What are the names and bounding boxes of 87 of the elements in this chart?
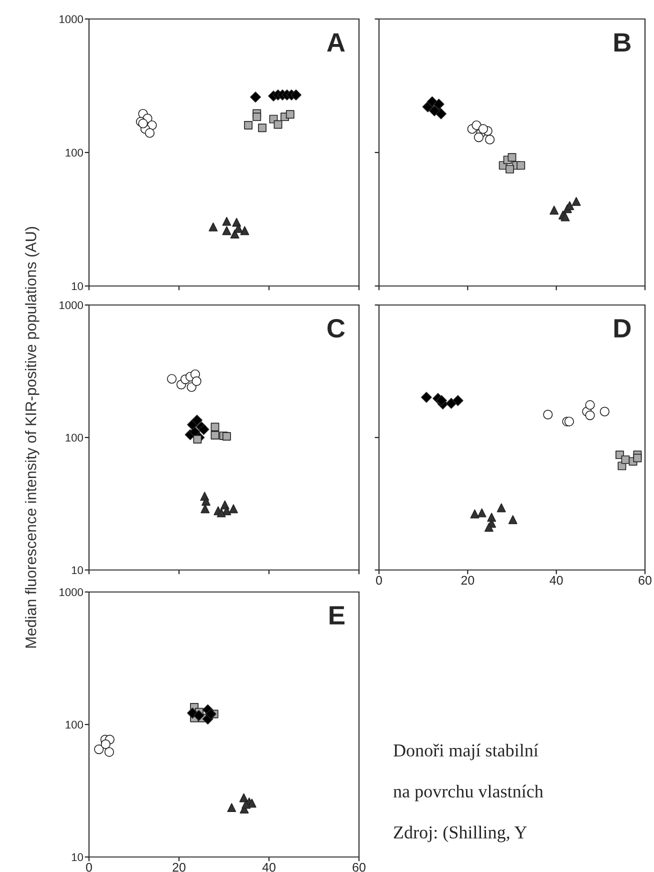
point: [166, 374, 177, 384]
point: [210, 422, 220, 432]
text: Donoři mají stabilní: [394, 744, 538, 760]
point: [104, 747, 114, 757]
point: [274, 120, 282, 129]
point: [421, 392, 432, 403]
point: [506, 164, 514, 174]
point: [216, 508, 226, 518]
point: [144, 128, 155, 138]
y-axis-title: Median fluorescence intensity of KIR-positive populations (AU): [25, 226, 40, 648]
point: [508, 153, 516, 162]
point: [100, 739, 110, 750]
point: [192, 414, 202, 426]
x-tick-label: 60: [638, 576, 652, 585]
point: [478, 124, 488, 134]
point: [484, 522, 494, 532]
y-tick-label: 10: [72, 566, 84, 574]
x-tick-label: 20: [172, 862, 186, 872]
point: [446, 398, 457, 409]
point: [436, 395, 447, 406]
point: [230, 230, 240, 239]
point: [508, 515, 518, 524]
point: [210, 431, 220, 440]
x-tick-label: 0: [86, 862, 92, 872]
chart-title: E: [330, 606, 344, 624]
point: [228, 504, 238, 514]
point: [286, 110, 294, 119]
point: [565, 201, 574, 210]
chart-title: A: [327, 33, 345, 52]
y-tick-label: 1000: [60, 15, 84, 24]
x-tick-label: 40: [550, 576, 563, 585]
point: [633, 454, 642, 462]
point: [242, 800, 251, 809]
point: [192, 376, 202, 386]
y-tick-label: 100: [66, 720, 84, 729]
x-tick-label: 60: [352, 862, 366, 872]
point: [543, 410, 553, 420]
point: [600, 406, 610, 416]
point: [258, 124, 266, 132]
point: [222, 216, 232, 226]
point: [477, 508, 486, 518]
chart-title: B: [614, 33, 630, 52]
point: [240, 226, 250, 236]
point: [227, 803, 236, 812]
point: [585, 400, 595, 410]
point: [585, 410, 595, 420]
point: [470, 509, 480, 518]
text: Zdroj: (Shilling, Y: [394, 826, 527, 842]
point: [94, 744, 104, 754]
x-tick-label: 20: [461, 576, 474, 585]
point: [290, 89, 302, 100]
point: [193, 435, 202, 444]
point: [485, 134, 495, 144]
point: [222, 432, 231, 441]
point: [202, 496, 210, 506]
point: [252, 112, 262, 122]
point: [138, 118, 148, 128]
point: [572, 196, 581, 206]
point: [200, 504, 210, 514]
y-tick-label: 100: [66, 434, 84, 442]
point: [208, 222, 218, 232]
point: [516, 161, 526, 170]
y-tick-label: 10: [72, 853, 84, 862]
point: [198, 424, 210, 435]
point: [193, 710, 204, 721]
point: [433, 98, 444, 110]
point: [550, 206, 559, 215]
point: [560, 212, 570, 222]
x-tick-label: 40: [262, 862, 276, 872]
point: [244, 121, 253, 130]
chart-title: D: [614, 319, 631, 338]
point: [452, 395, 464, 406]
y-tick-label: 1000: [60, 301, 84, 310]
point: [428, 105, 440, 116]
chart-title: C: [328, 318, 345, 338]
point: [222, 226, 232, 236]
text: na povrchu vlastních: [393, 784, 544, 802]
point: [206, 708, 216, 720]
point: [474, 132, 484, 142]
y-tick-label: 100: [66, 148, 84, 157]
y-tick-label: 10: [72, 282, 84, 290]
x-tick-label: 0: [376, 576, 382, 585]
y-tick-label: 1000: [60, 588, 84, 596]
point: [621, 455, 630, 464]
point: [234, 224, 243, 233]
point: [496, 503, 506, 512]
point: [250, 92, 261, 103]
